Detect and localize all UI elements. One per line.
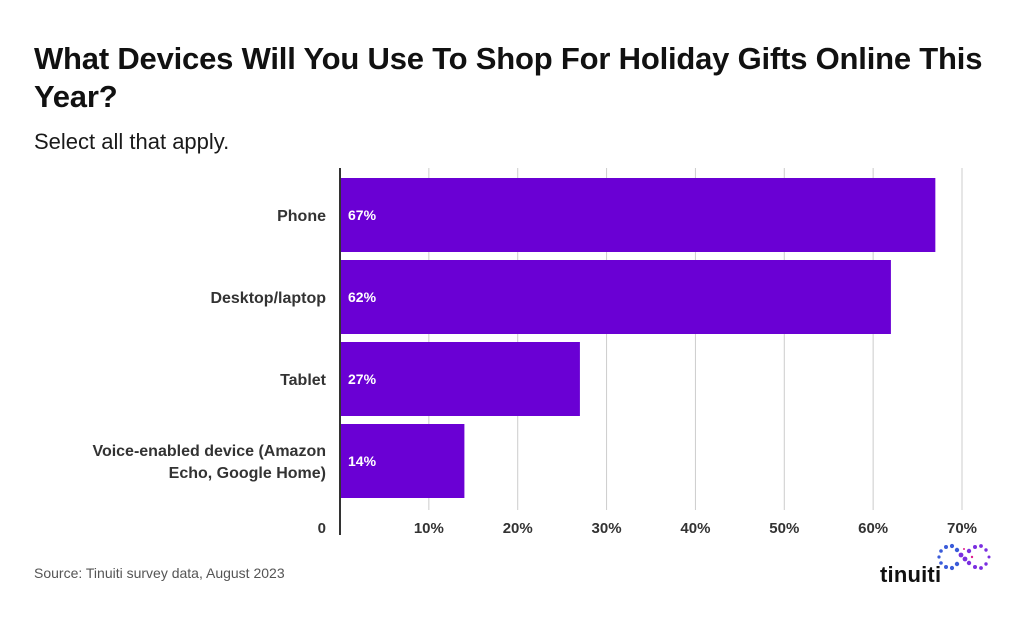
bar (340, 342, 580, 416)
x-tick-label: 60% (858, 520, 888, 537)
tinuiti-infinity-logo-icon (937, 543, 991, 571)
bar-value-label: 62% (348, 289, 377, 305)
x-tick-label: 30% (592, 520, 622, 537)
bar (340, 424, 465, 498)
x-tick-label: 70% (947, 520, 977, 537)
category-label: Voice-enabled device (Amazon (92, 443, 326, 460)
bar-chart: 67% Phone 62% Desktop/laptop 27% Tablet 14% Voi… (92, 168, 977, 537)
category-label: Tablet (280, 372, 327, 389)
brand-logo: tinuiti (875, 542, 995, 592)
bar-value-label: 27% (348, 371, 377, 387)
chart-subtitle: Select all that apply. (34, 129, 230, 154)
x-tick-label: 10% (414, 520, 444, 537)
bar (340, 178, 936, 252)
category-label: Echo, Google Home) (169, 465, 326, 482)
bar-value-label: 14% (348, 453, 377, 469)
x-tick-label: 50% (769, 520, 799, 537)
bar (340, 260, 891, 334)
chart-title: What Devices Will You Use To Shop For Ho… (34, 41, 983, 114)
source-note: Source: Tinuiti survey data, August 2023 (34, 565, 285, 581)
x-tick-label: 40% (680, 520, 710, 537)
x-tick-label: 0 (318, 520, 326, 537)
category-label: Desktop/laptop (210, 290, 326, 307)
brand-name: tinuiti (880, 562, 942, 587)
x-tick-label: 20% (503, 520, 533, 537)
bar-value-label: 67% (348, 207, 377, 223)
category-label: Phone (277, 208, 326, 225)
